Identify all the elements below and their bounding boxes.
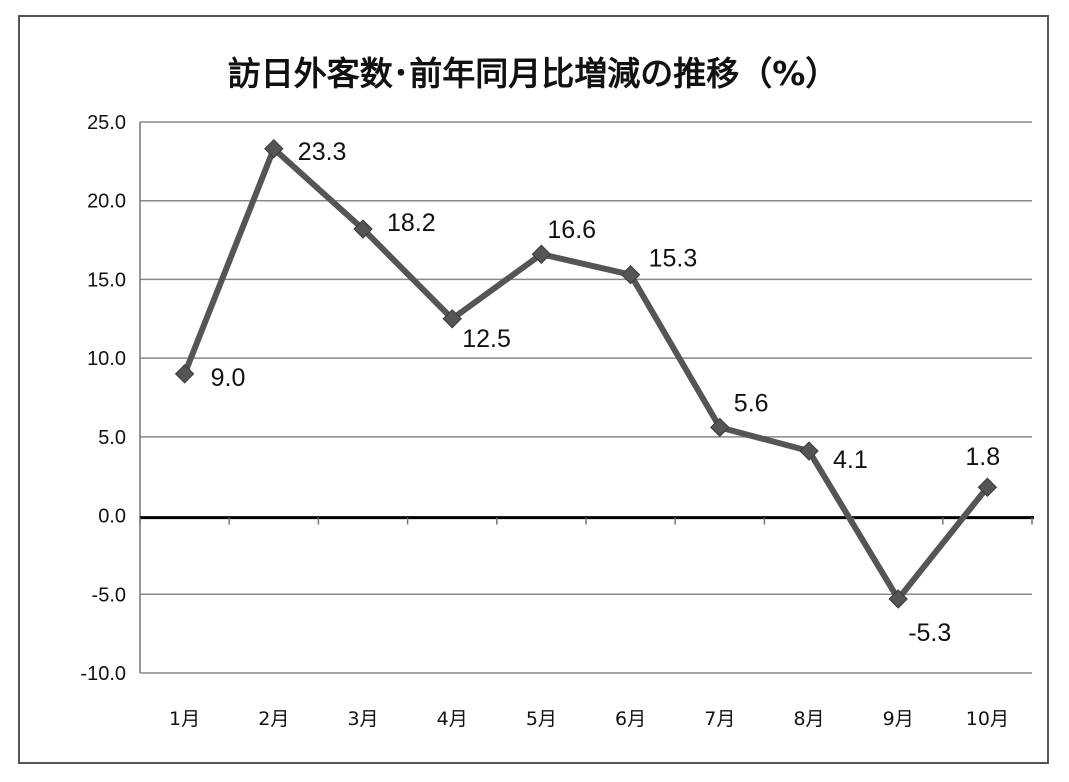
data-point-marker (799, 441, 819, 461)
data-label: 4.1 (833, 446, 868, 474)
series-markers (174, 139, 998, 609)
data-labels: 9.0 23.3 18.2 12.5 16.6 15.3 5.6 4.1 -5.3 1.8 (211, 138, 1001, 647)
y-tick-label: -10.0 (80, 663, 126, 685)
data-point-marker (888, 589, 908, 609)
line-chart: 訪日外客数･前年同月比増減の推移（%） 25.0 20.0 15.0 10.0 5.0 0… (80, 54, 1034, 730)
data-point-marker (710, 417, 730, 438)
data-point-marker (353, 219, 373, 239)
data-label: 1.8 (965, 443, 1000, 471)
data-label: 5.6 (734, 389, 769, 417)
data-label: 23.3 (298, 138, 347, 166)
y-tick-labels: 25.0 20.0 15.0 10.0 5.0 0.0 -5.0 -10.0 (80, 112, 126, 685)
y-tick-label: 25.0 (87, 112, 126, 134)
y-tick-label: 0.0 (98, 506, 126, 528)
axes (139, 122, 1034, 673)
data-label: 16.6 (547, 216, 596, 244)
data-label: 9.0 (211, 364, 246, 392)
y-tick-label: 10.0 (87, 348, 126, 370)
x-tick-label: 6月 (615, 708, 646, 730)
data-point-marker (977, 477, 998, 497)
y-tick-label: 5.0 (98, 427, 126, 449)
data-point-marker (620, 264, 641, 285)
x-tick-label: 1月 (169, 708, 200, 730)
x-tick-label: 4月 (437, 708, 468, 730)
data-point-marker (442, 309, 462, 329)
x-tick-label: 10月 (966, 708, 1009, 730)
data-label: 15.3 (649, 245, 698, 273)
series-line-path (181, 145, 990, 603)
data-point-marker (531, 244, 552, 264)
x-tick-label: 3月 (347, 708, 378, 730)
x-tick-label: 8月 (793, 708, 824, 730)
x-tick-label: 7月 (704, 708, 735, 730)
series-line (181, 145, 990, 603)
y-tick-label: -5.0 (92, 584, 126, 606)
data-point-marker (264, 139, 284, 159)
data-label: 18.2 (387, 209, 436, 237)
chart-frame: 訪日外客数･前年同月比増減の推移（%） 25.0 20.0 15.0 10.0 5.0 0… (18, 15, 1049, 764)
x-tick-labels: 1月 2月 3月 4月 5月 6月 7月 8月 9月 10月 (169, 708, 1009, 730)
data-label: 12.5 (462, 325, 511, 353)
y-tick-label: 15.0 (87, 269, 126, 291)
y-tick-label: 20.0 (87, 191, 126, 213)
data-point-marker (174, 364, 195, 384)
grid-lines (140, 121, 1032, 674)
chart-title: 訪日外客数･前年同月比増減の推移（%） (228, 54, 839, 93)
x-tick-label: 2月 (258, 708, 289, 730)
x-tick-label: 9月 (883, 708, 914, 730)
data-label: -5.3 (908, 619, 951, 647)
x-tick-label: 5月 (526, 708, 557, 730)
